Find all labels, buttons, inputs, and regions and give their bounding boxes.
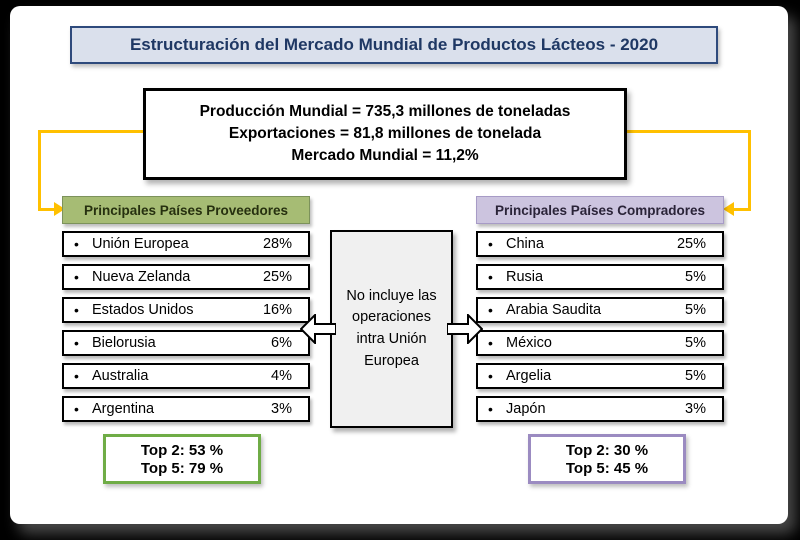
buyer-name: Japón xyxy=(506,401,546,417)
buyer-share: 5% xyxy=(685,302,706,318)
page-title: Estructuración del Mercado Mundial de Pr… xyxy=(129,35,659,54)
bullet-icon: • xyxy=(488,269,493,285)
supplier-item: • Estados Unidos 16% xyxy=(62,297,310,323)
supplier-item: • Argentina 3% xyxy=(62,396,310,422)
buyer-item: • Japón 3% xyxy=(476,396,724,422)
world-stats-box: Producción Mundial = 735,3 millones de t… xyxy=(143,88,627,180)
bullet-icon: • xyxy=(488,368,493,384)
supplier-share: 6% xyxy=(271,335,292,351)
supplier-share: 4% xyxy=(271,368,292,384)
supplier-share: 3% xyxy=(271,401,292,417)
supplier-name: Nueva Zelanda xyxy=(92,269,191,285)
supplier-item: • Australia 4% xyxy=(62,363,310,389)
buyer-item: • México 5% xyxy=(476,330,724,356)
connector-left-vertical xyxy=(38,130,41,211)
buyers-top2: Top 2: 30 % xyxy=(565,441,649,459)
buyer-name: China xyxy=(506,236,544,252)
bullet-icon: • xyxy=(74,269,79,285)
bullet-icon: • xyxy=(488,302,493,318)
bullet-icon: • xyxy=(488,401,493,417)
buyer-item: • China 25% xyxy=(476,231,724,257)
buyer-share: 5% xyxy=(685,368,706,384)
buyer-item: • Argelia 5% xyxy=(476,363,724,389)
supplier-share: 25% xyxy=(262,269,292,285)
bullet-icon: • xyxy=(74,335,79,351)
buyer-name: Rusia xyxy=(506,269,544,285)
buyer-name: Arabia Saudita xyxy=(506,302,602,318)
buyer-name: Argelia xyxy=(506,368,552,384)
connector-left-horizontal xyxy=(38,130,143,133)
supplier-name: Bielorusia xyxy=(92,335,156,351)
connector-right-horizontal xyxy=(627,130,751,133)
exclusion-note: No incluye las operaciones intra Unión E… xyxy=(346,287,437,369)
buyer-share: 5% xyxy=(685,269,706,285)
exclusion-note-box: No incluye las operaciones intra Unión E… xyxy=(330,230,453,428)
stat-line-exports: Exportaciones = 81,8 millones de tonelad… xyxy=(228,125,542,142)
bullet-icon: • xyxy=(488,236,493,252)
bullet-icon: • xyxy=(74,401,79,417)
buyer-item: • Rusia 5% xyxy=(476,264,724,290)
suppliers-top2: Top 2: 53 % xyxy=(140,441,224,459)
supplier-name: Australia xyxy=(92,368,149,384)
right-block-arrow-icon xyxy=(447,314,483,344)
supplier-item: • Unión Europea 28% xyxy=(62,231,310,257)
stat-line-market: Mercado Mundial = 11,2% xyxy=(291,147,479,164)
bullet-icon: • xyxy=(74,302,79,318)
suppliers-top5: Top 5: 79 % xyxy=(140,459,224,477)
buyers-top-summary: Top 2: 30 % Top 5: 45 % xyxy=(528,434,686,484)
bullet-icon: • xyxy=(74,236,79,252)
left-block-arrow-icon xyxy=(300,314,336,344)
supplier-share: 28% xyxy=(262,236,292,252)
suppliers-header: Principales Países Proveedores xyxy=(62,196,310,224)
connector-right-arrow-icon xyxy=(723,202,734,216)
supplier-item: • Nueva Zelanda 25% xyxy=(62,264,310,290)
title-bar: Estructuración del Mercado Mundial de Pr… xyxy=(70,26,718,64)
supplier-name: Argentina xyxy=(92,401,155,417)
suppliers-top-summary: Top 2: 53 % Top 5: 79 % xyxy=(103,434,261,484)
bullet-icon: • xyxy=(488,335,493,351)
connector-left-arrow-icon xyxy=(54,202,65,216)
supplier-name: Unión Europea xyxy=(92,236,189,252)
buyer-share: 25% xyxy=(676,236,706,252)
connector-right-vertical xyxy=(748,130,751,211)
buyer-share: 3% xyxy=(685,401,706,417)
supplier-share: 16% xyxy=(262,302,292,318)
buyers-header: Principales Países Compradores xyxy=(476,196,724,224)
supplier-name: Estados Unidos xyxy=(92,302,194,318)
supplier-item: • Bielorusia 6% xyxy=(62,330,310,356)
buyer-item: • Arabia Saudita 5% xyxy=(476,297,724,323)
connector-left-stub xyxy=(38,208,54,211)
market-structure-diagram: Estructuración del Mercado Mundial de Pr… xyxy=(10,6,788,524)
suppliers-header-label: Principales Países Proveedores xyxy=(83,202,289,218)
stat-line-production: Producción Mundial = 735,3 millones de t… xyxy=(199,103,571,120)
bullet-icon: • xyxy=(74,368,79,384)
connector-right-stub xyxy=(734,208,751,211)
buyer-name: México xyxy=(506,335,552,351)
buyers-header-label: Principales Países Compradores xyxy=(494,202,706,218)
buyers-top5: Top 5: 45 % xyxy=(565,459,649,477)
buyer-share: 5% xyxy=(685,335,706,351)
